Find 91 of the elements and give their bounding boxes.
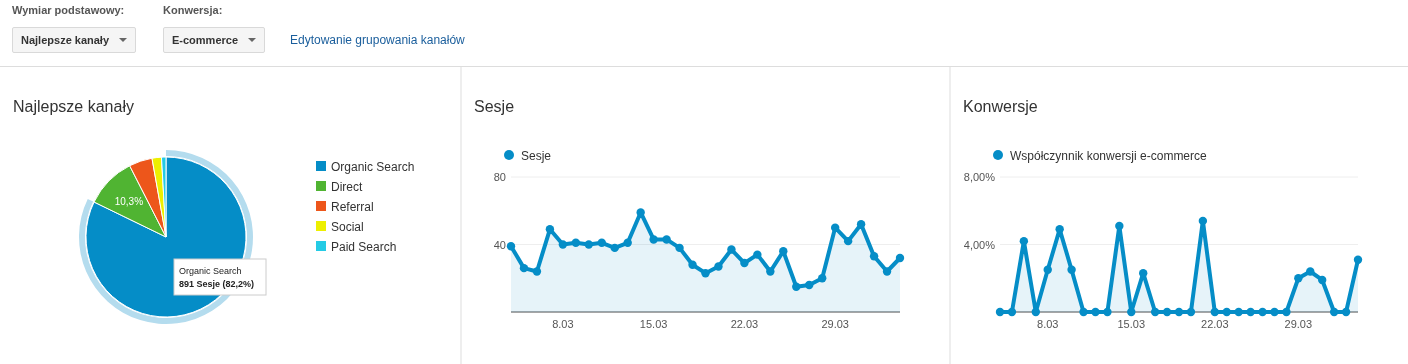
point bbox=[843, 236, 853, 246]
point bbox=[1091, 307, 1100, 317]
y-tick-label: 80 bbox=[493, 171, 506, 183]
point bbox=[805, 280, 814, 290]
y-tick-label: 8,00% bbox=[963, 171, 996, 183]
text: 891 Sesje (82,2%) bbox=[179, 279, 255, 289]
point bbox=[1174, 307, 1184, 317]
point bbox=[1115, 221, 1124, 231]
point bbox=[1222, 307, 1231, 317]
point bbox=[1139, 268, 1148, 278]
point bbox=[1306, 267, 1315, 276]
point bbox=[766, 267, 775, 276]
point bbox=[1198, 216, 1208, 226]
point bbox=[1103, 307, 1112, 317]
x-tick-label: 22.03 bbox=[1201, 318, 1229, 330]
point bbox=[779, 247, 788, 256]
point bbox=[1353, 255, 1363, 264]
legend-label: Social bbox=[331, 220, 364, 234]
point bbox=[558, 240, 568, 249]
point bbox=[995, 307, 1005, 317]
text: Konwersja: bbox=[163, 4, 223, 16]
data-label: 10,3% bbox=[114, 195, 144, 207]
point bbox=[519, 263, 529, 273]
point bbox=[1294, 274, 1303, 283]
y-tick-label: 4,00% bbox=[963, 238, 996, 251]
chart-title: Konwersje bbox=[963, 98, 1038, 115]
point bbox=[571, 238, 581, 248]
point bbox=[1019, 236, 1029, 246]
point bbox=[727, 245, 736, 254]
point bbox=[792, 282, 801, 291]
point bbox=[1282, 307, 1291, 317]
point bbox=[869, 252, 879, 261]
x-tick-label: 29.03 bbox=[821, 318, 849, 330]
point bbox=[1270, 307, 1279, 317]
point bbox=[1127, 307, 1136, 317]
point bbox=[610, 243, 619, 253]
point bbox=[740, 258, 749, 268]
point bbox=[649, 235, 658, 244]
point bbox=[1007, 307, 1017, 317]
point bbox=[506, 241, 516, 251]
point bbox=[1067, 265, 1076, 275]
point bbox=[584, 240, 593, 249]
legend-label: Sesje bbox=[521, 149, 552, 163]
point bbox=[597, 238, 606, 248]
point bbox=[714, 262, 723, 271]
y-tick-label: 40 bbox=[493, 238, 506, 251]
point bbox=[895, 253, 905, 263]
point bbox=[1055, 225, 1064, 234]
point bbox=[636, 208, 645, 217]
x-tick-label: 22.03 bbox=[730, 318, 759, 330]
text: Organic Search bbox=[179, 266, 242, 276]
legend-label: Paid Search bbox=[331, 240, 397, 254]
point bbox=[1341, 307, 1351, 317]
point bbox=[545, 225, 555, 234]
point bbox=[1329, 307, 1339, 317]
point bbox=[882, 267, 892, 276]
point bbox=[1246, 307, 1255, 317]
text: Wymiar podstawowy: bbox=[12, 4, 125, 16]
point bbox=[753, 250, 762, 259]
point bbox=[1318, 275, 1327, 285]
legend-label: Organic Search bbox=[331, 160, 415, 174]
point bbox=[1031, 307, 1040, 317]
point bbox=[1150, 307, 1160, 317]
point bbox=[1210, 307, 1219, 317]
point bbox=[688, 260, 697, 269]
point bbox=[1258, 307, 1267, 317]
text: E-commerce bbox=[172, 34, 239, 46]
point bbox=[675, 243, 684, 253]
legend-label: Direct bbox=[331, 180, 363, 194]
x-tick-label: 8.03 bbox=[552, 318, 574, 330]
point bbox=[1162, 307, 1172, 317]
chart-title: Najlepsze kanały bbox=[13, 98, 134, 115]
x-tick-label: 15.03 bbox=[1117, 318, 1146, 330]
point bbox=[830, 223, 840, 232]
point bbox=[623, 238, 632, 248]
point bbox=[1234, 307, 1243, 317]
text: Najlepsze kanały bbox=[21, 34, 110, 46]
point bbox=[818, 274, 827, 283]
x-tick-label: 15.03 bbox=[639, 318, 668, 330]
point bbox=[532, 267, 542, 276]
point bbox=[1043, 265, 1052, 275]
x-tick-label: 29.03 bbox=[1284, 318, 1313, 330]
point bbox=[662, 235, 671, 244]
legend-label: Współczynnik konwersji e-commerce bbox=[1010, 149, 1208, 163]
chart-title: Sesje bbox=[474, 98, 515, 115]
point bbox=[1079, 307, 1088, 317]
point bbox=[1186, 307, 1196, 317]
x-tick-label: 8.03 bbox=[1037, 318, 1059, 330]
point bbox=[701, 268, 710, 278]
text: Edytowanie grupowania kanałów bbox=[290, 33, 465, 47]
legend-label: Referral bbox=[331, 200, 374, 214]
